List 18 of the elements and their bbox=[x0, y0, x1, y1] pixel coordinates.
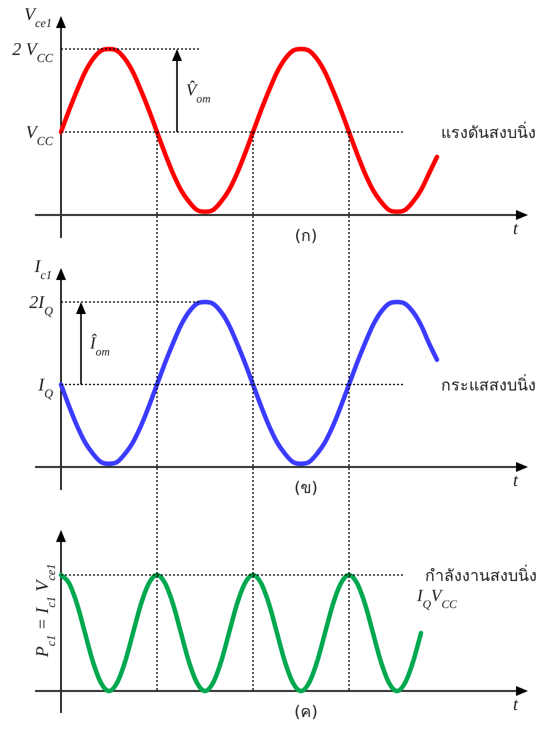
text: (ข) bbox=[294, 478, 318, 497]
x-axis-title: t bbox=[513, 470, 519, 490]
ref-line-label: I$_{Q}$V$_{CC}$ bbox=[416, 586, 458, 610]
annotation: Î$_{om}$ bbox=[89, 333, 110, 358]
x-axis-title: t bbox=[513, 218, 519, 238]
y-axis-title: I$_{c1}$ bbox=[33, 256, 52, 282]
x-axis-title: t bbox=[513, 694, 519, 714]
ref-line-label: I$_{Q}$ bbox=[37, 374, 54, 400]
annotation: กำลังงานสงบนิ่ง bbox=[425, 564, 537, 585]
y-axis-title: V$_{ce1}$ bbox=[24, 4, 52, 30]
ref-line-label: V$_{CC}$ bbox=[26, 122, 54, 148]
text: (ค) bbox=[294, 702, 318, 721]
ref-line-label: 2I$_{Q}$ bbox=[29, 292, 54, 318]
ref-line-label: 2 V$_{CC}$ bbox=[12, 39, 54, 65]
annotation: V̂$_{om}$ bbox=[186, 80, 211, 105]
text: (ก) bbox=[294, 226, 318, 245]
text: กระแสสงบนิ่ง bbox=[441, 374, 536, 394]
text: แรงดันสงบนิ่ง bbox=[441, 121, 536, 142]
